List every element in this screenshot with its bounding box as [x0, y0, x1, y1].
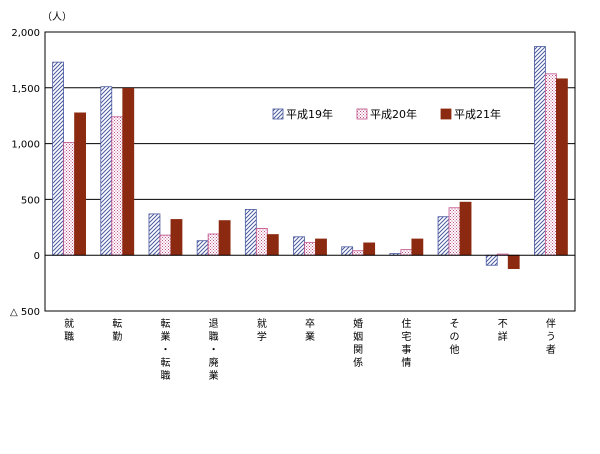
bar-3-8: [411, 238, 424, 256]
bar-2-11: [545, 73, 557, 256]
x-tick-label: 伴う者: [546, 317, 556, 356]
bar-1-4: [196, 240, 209, 256]
x-tick-label: 就職: [64, 317, 74, 343]
y-tick-label: 2,000: [11, 28, 40, 39]
bar-1-7: [341, 246, 354, 256]
bar-2-9: [448, 207, 461, 256]
bar-2-1: [63, 142, 75, 256]
bar-3-2: [122, 87, 135, 256]
bar-1-5: [244, 209, 257, 256]
y-unit-label: （人）: [42, 11, 72, 23]
bar-3-1: [74, 112, 86, 256]
bar-2-5: [255, 228, 268, 256]
bar-2-8: [400, 249, 413, 256]
bar-3-9: [459, 201, 472, 256]
bar-3-4: [218, 220, 231, 256]
bar-3-6: [315, 238, 327, 256]
y-tick-label: 0: [34, 251, 40, 262]
legend-swatch: [440, 108, 452, 120]
bar-1-2: [100, 86, 113, 256]
bars: [52, 46, 568, 269]
bar-1-9: [437, 216, 450, 256]
y-tick-label: △ 500: [10, 307, 40, 318]
bar-3-7: [363, 242, 376, 256]
legend-label: 平成21年: [454, 107, 501, 121]
x-tick-label: 転勤: [112, 318, 122, 343]
bar-3-5: [266, 234, 279, 256]
legend-swatch: [272, 108, 284, 120]
bar-3-3: [170, 219, 183, 256]
legend-label: 平成20年: [370, 107, 417, 121]
y-tick-label: 1,500: [11, 84, 40, 95]
bar-2-2: [111, 116, 124, 256]
bar-2-6: [304, 241, 316, 256]
y-tick-label: 500: [21, 195, 40, 206]
y-tick-label: 1,000: [11, 140, 40, 151]
y-axis-ticks: 2,000 1,500 1,000 500 0 △ 500: [10, 28, 40, 318]
bar-2-4: [207, 233, 220, 256]
x-tick-label: その他: [450, 318, 460, 356]
x-tick-label: 退職・廃業: [209, 318, 219, 382]
bar-1-11: [534, 46, 546, 256]
x-tick-label: 不詳: [498, 319, 508, 343]
bar-3-11: [556, 78, 568, 256]
bar-1-6: [293, 236, 305, 256]
bar-3-10: [507, 254, 520, 269]
legend-swatch: [356, 108, 368, 120]
x-tick-label: 住宅事情: [401, 317, 411, 369]
x-axis-labels: 就職 転勤 転業・転職 退職・廃業 就学 卒業 婚姻関係 住宅事情 その他 不詳 伴う者: [64, 317, 556, 382]
legend-label: 平成19年: [286, 107, 333, 121]
bar-2-7: [352, 250, 365, 256]
bar-1-1: [52, 61, 64, 256]
bar-1-10: [485, 254, 498, 266]
legend: 平成19年 平成20年 平成21年: [272, 107, 501, 121]
x-tick-label: 転業・転職: [160, 318, 170, 382]
x-tick-label: 就学: [257, 317, 267, 343]
x-tick-label: 卒業: [305, 317, 315, 343]
bar-2-3: [159, 234, 172, 256]
x-tick-label: 婚姻関係: [353, 317, 363, 369]
bar-1-3: [148, 213, 161, 256]
